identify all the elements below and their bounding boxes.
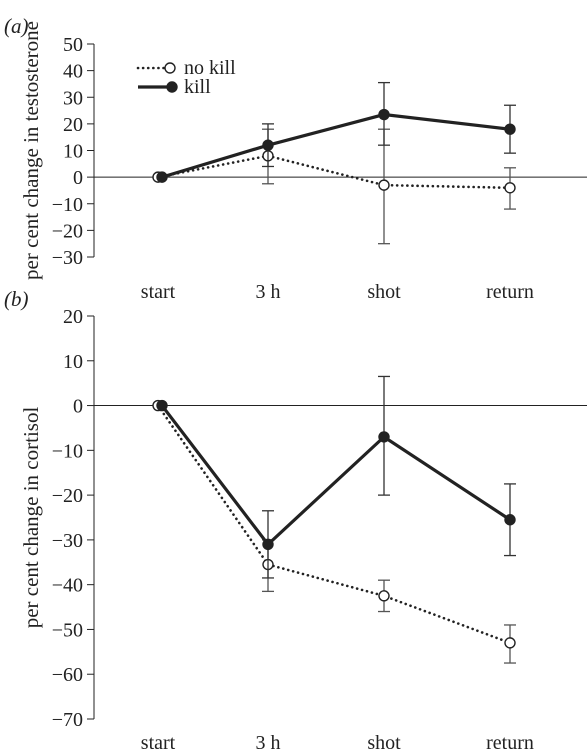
data-point-kill [156, 399, 168, 412]
data-point-kill [378, 431, 390, 443]
data-point-kill [378, 108, 390, 121]
y-tick-label: 10 [63, 141, 83, 163]
x-category-label: return [486, 281, 534, 303]
y-tick-label: −70 [52, 709, 83, 731]
data-point-kill [504, 514, 516, 526]
y-tick-label: −40 [52, 575, 83, 597]
data-point-kill [504, 123, 516, 135]
y-tick-label: 40 [63, 61, 83, 83]
series-line-no-kill [156, 404, 512, 645]
panel-letter: (b) [4, 287, 29, 311]
y-tick-label: 30 [63, 87, 83, 109]
x-category-label: shot [367, 281, 401, 303]
x-category-label: return [486, 732, 534, 753]
y-axis-title: per cent change in cortisol [19, 407, 43, 629]
y-tick-label: −10 [52, 440, 83, 462]
panel-letter: (a) [4, 14, 29, 38]
legend-marker-no-kill [164, 62, 176, 74]
x-category-label: start [141, 732, 176, 753]
x-category-label: 3 h [256, 281, 281, 303]
y-tick-label: 50 [63, 34, 83, 56]
y-tick-label: 10 [63, 351, 83, 373]
data-point-no-kill [378, 590, 390, 602]
y-tick-label: 20 [63, 114, 83, 136]
y-axis-title: per cent change in testosterone [19, 21, 43, 280]
y-tick-label: −60 [52, 664, 83, 686]
data-point-kill [156, 171, 168, 183]
y-tick-label: 20 [63, 306, 83, 328]
legend-label-no-kill: no kill [184, 57, 236, 79]
x-category-label: shot [367, 732, 401, 753]
y-tick-label: −20 [52, 485, 83, 507]
y-tick-label: 0 [73, 167, 83, 189]
y-tick-label: −20 [52, 220, 83, 242]
x-category-label: 3 h [256, 732, 281, 753]
y-tick-label: −30 [52, 247, 83, 269]
y-tick-label: 0 [73, 396, 83, 418]
data-point-kill [262, 538, 274, 551]
y-tick-label: −30 [52, 530, 83, 552]
panel-b: (b) 20 10 0 −10 −20 −30 −40 −50 −60 −70 per cent ch… [4, 287, 587, 753]
y-tick-label: −10 [52, 194, 83, 216]
data-point-no-kill [504, 637, 516, 649]
y-tick-label: −50 [52, 619, 83, 641]
series-line-kill [160, 404, 511, 547]
legend-label-kill: kill [184, 76, 211, 98]
series-line-no-kill [156, 154, 512, 190]
data-point-no-kill [378, 179, 390, 191]
panel-a: (a) 50 40 30 20 10 0 −10 −20 −30 per cent change i… [4, 14, 587, 303]
x-category-label: start [141, 281, 176, 303]
data-point-kill [262, 139, 274, 151]
legend-marker-kill [166, 81, 178, 93]
series-line-kill [161, 112, 511, 179]
data-point-no-kill [504, 182, 516, 194]
